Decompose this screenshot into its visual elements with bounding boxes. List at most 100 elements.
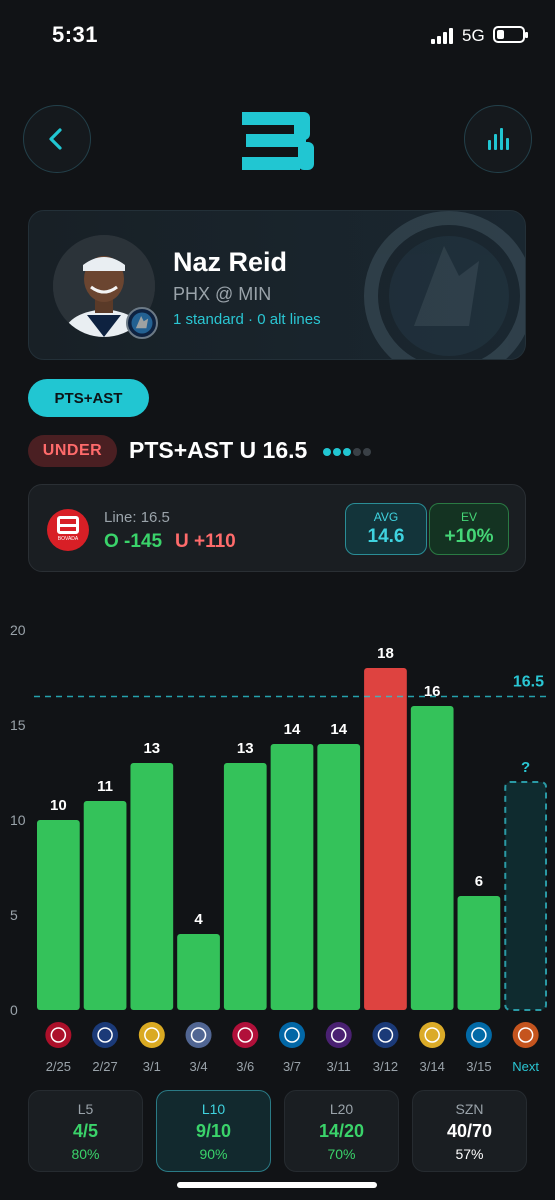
book-name: BOVADA xyxy=(57,536,79,542)
odds-card: BOVADA Line: 16.5 O -145 U +110 AVG 14.6… xyxy=(28,484,526,572)
summary-record: 40/70 xyxy=(446,1120,493,1141)
page-dot[interactable] xyxy=(363,448,371,456)
bar[interactable] xyxy=(223,763,267,1010)
x-tick-label: 3/1 xyxy=(143,1059,161,1074)
stats-button[interactable] xyxy=(464,105,532,173)
clippers-logo-icon xyxy=(92,1022,119,1048)
y-tick-label: 15 xyxy=(10,717,26,733)
bar[interactable] xyxy=(83,801,127,1010)
line-value-label: 16.5 xyxy=(513,674,544,691)
summary-label: L20 xyxy=(329,1100,354,1117)
timberwolves-logo-icon xyxy=(126,307,158,339)
app-logo-icon xyxy=(242,112,314,170)
bar-value-label: 6 xyxy=(475,873,483,890)
status-bar: 5:31 5G xyxy=(0,0,555,70)
page-dot[interactable] xyxy=(333,448,341,456)
lakers-logo-icon xyxy=(325,1022,352,1048)
network-label: 5G xyxy=(462,26,485,45)
x-tick-label: Next xyxy=(512,1059,539,1074)
summary-label: SZN xyxy=(455,1100,484,1117)
over-odds: O -145 xyxy=(104,531,163,552)
signal-icon xyxy=(431,28,455,44)
ev-value: +10% xyxy=(444,526,494,547)
summary-pct: 57% xyxy=(455,1145,484,1162)
y-tick-label: 20 xyxy=(10,622,26,638)
bar-value-label: 13 xyxy=(143,740,160,757)
avg-box: AVG 14.6 xyxy=(345,503,427,555)
summary-pct: 90% xyxy=(199,1145,228,1162)
bar[interactable] xyxy=(457,896,501,1010)
bar[interactable] xyxy=(37,820,80,1010)
bar-value-label: 13 xyxy=(237,740,254,757)
page-dot[interactable] xyxy=(323,448,331,456)
pick-title: PTS+AST U 16.5 xyxy=(129,437,308,463)
x-tick-label: 3/4 xyxy=(190,1059,208,1074)
bar[interactable] xyxy=(364,668,407,1010)
summary-record: 4/5 xyxy=(72,1120,99,1141)
summary-pct: 70% xyxy=(327,1145,356,1162)
magic-logo-icon xyxy=(279,1022,305,1048)
avg-value: 14.6 xyxy=(367,526,405,547)
clippers-logo-icon xyxy=(372,1022,399,1048)
bar-chart-icon xyxy=(488,128,509,150)
page-dot[interactable] xyxy=(343,448,351,456)
summary-l10[interactable]: L10 9/10 90% xyxy=(156,1090,271,1172)
bar-value-label: 4 xyxy=(194,911,203,928)
x-tick-label: 2/25 xyxy=(46,1059,71,1074)
thunder-logo-icon xyxy=(465,1022,492,1048)
avg-label: AVG xyxy=(373,510,399,524)
game-log-chart: 0 5 10 15 20 10 2/25 11 2/27 13 3/1 4 3/4 13 3/6 14 3/7 1… xyxy=(0,615,555,1080)
hit-rate-summary: L5 4/5 80% L10 9/10 90% L20 14/20 70% SZN 40/70 57% xyxy=(28,1090,528,1172)
under-badge: UNDER xyxy=(28,435,117,467)
bar-value-label: 11 xyxy=(97,778,113,795)
player-name: Naz Reid xyxy=(173,247,288,277)
warriors-logo-icon xyxy=(419,1022,446,1048)
summary-l5[interactable]: L5 4/5 80% xyxy=(28,1090,143,1172)
matchup: PHX @ MIN xyxy=(173,284,272,304)
y-tick-label: 0 xyxy=(10,1002,18,1018)
x-tick-label: 3/11 xyxy=(327,1059,351,1074)
page-dot[interactable] xyxy=(353,448,361,456)
bar-value-label: ? xyxy=(521,759,530,776)
chevron-left-icon xyxy=(49,128,62,150)
line-label: Line: 16.5 xyxy=(104,509,170,526)
raptors-logo-icon xyxy=(232,1022,259,1048)
bar[interactable] xyxy=(177,934,220,1010)
summary-record: 14/20 xyxy=(318,1120,365,1141)
nuggets-logo-icon xyxy=(138,1022,165,1048)
summary-l20[interactable]: L20 14/20 70% xyxy=(284,1090,399,1172)
player-card[interactable]: Naz Reid PHX @ MIN 1 standard · 0 alt li… xyxy=(28,210,526,360)
bovada-logo-icon: BOVADA xyxy=(47,509,89,551)
home-indicator xyxy=(177,1182,377,1188)
bar[interactable] xyxy=(270,744,314,1010)
summary-szn[interactable]: SZN 40/70 57% xyxy=(412,1090,527,1172)
bar[interactable] xyxy=(317,744,361,1010)
suns-logo-icon xyxy=(512,1022,539,1048)
back-button[interactable] xyxy=(23,105,91,173)
x-tick-label: 3/14 xyxy=(420,1059,445,1074)
ev-box: EV +10% xyxy=(429,503,509,555)
bar[interactable] xyxy=(130,763,174,1010)
bar-next-pending[interactable] xyxy=(504,781,548,1011)
bar-value-label: 14 xyxy=(330,721,347,738)
stat-tab-pts-ast[interactable]: PTS+AST xyxy=(28,379,149,417)
x-tick-label: 3/6 xyxy=(236,1059,254,1074)
bar-value-label: 16 xyxy=(424,683,441,700)
x-tick-label: 3/12 xyxy=(373,1059,398,1074)
summary-pct: 80% xyxy=(71,1145,100,1162)
battery-level xyxy=(497,30,505,39)
bar-value-label: 10 xyxy=(50,797,67,814)
x-tick-label: 3/7 xyxy=(283,1059,301,1074)
bar-value-label: 14 xyxy=(284,721,301,738)
summary-record: 9/10 xyxy=(195,1120,232,1141)
battery-icon xyxy=(493,26,528,43)
x-tick-label: 2/27 xyxy=(92,1059,117,1074)
bar[interactable] xyxy=(410,706,454,1010)
grizzlies-logo-icon xyxy=(185,1022,212,1048)
lines-info[interactable]: 1 standard · 0 alt lines xyxy=(173,311,321,328)
under-odds: U +110 xyxy=(175,531,236,552)
y-tick-label: 10 xyxy=(10,812,26,828)
summary-label: L10 xyxy=(201,1100,226,1117)
status-time: 5:31 xyxy=(52,22,99,47)
bar-value-label: 18 xyxy=(377,645,394,662)
